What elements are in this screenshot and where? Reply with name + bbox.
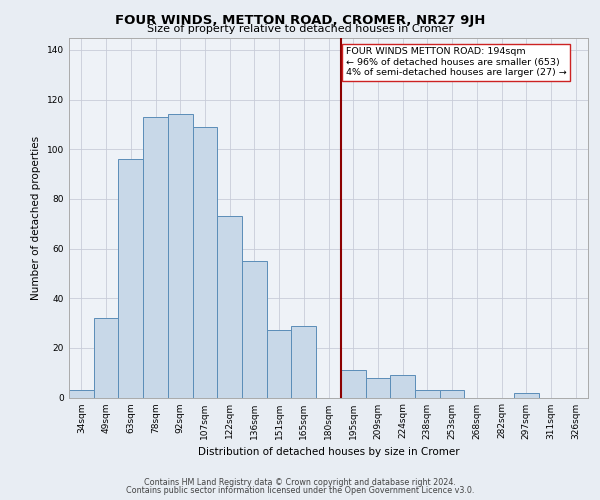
Bar	[242, 261, 267, 398]
Bar	[267, 330, 292, 398]
Bar	[118, 159, 143, 398]
Bar	[69, 390, 94, 398]
Bar	[390, 375, 415, 398]
Text: FOUR WINDS, METTON ROAD, CROMER, NR27 9JH: FOUR WINDS, METTON ROAD, CROMER, NR27 9J…	[115, 14, 485, 27]
Bar	[365, 378, 390, 398]
Bar	[217, 216, 242, 398]
Text: Contains HM Land Registry data © Crown copyright and database right 2024.: Contains HM Land Registry data © Crown c…	[144, 478, 456, 487]
Text: Size of property relative to detached houses in Cromer: Size of property relative to detached ho…	[147, 24, 453, 34]
Bar	[168, 114, 193, 398]
Bar	[94, 318, 118, 398]
Bar	[292, 326, 316, 398]
Text: Contains public sector information licensed under the Open Government Licence v3: Contains public sector information licen…	[126, 486, 474, 495]
Bar	[143, 117, 168, 398]
Bar	[415, 390, 440, 398]
Text: FOUR WINDS METTON ROAD: 194sqm
← 96% of detached houses are smaller (653)
4% of : FOUR WINDS METTON ROAD: 194sqm ← 96% of …	[346, 48, 566, 77]
Bar	[514, 392, 539, 398]
X-axis label: Distribution of detached houses by size in Cromer: Distribution of detached houses by size …	[197, 447, 460, 457]
Y-axis label: Number of detached properties: Number of detached properties	[31, 136, 41, 300]
Bar	[341, 370, 365, 398]
Bar	[193, 127, 217, 398]
Bar	[440, 390, 464, 398]
